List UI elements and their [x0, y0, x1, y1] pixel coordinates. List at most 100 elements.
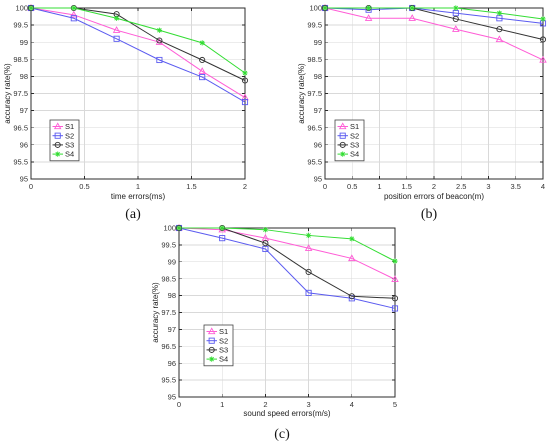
x-tick-label: 3 — [486, 182, 490, 191]
legend-marker — [208, 346, 215, 353]
data-point — [262, 245, 269, 253]
series-line — [324, 7, 544, 24]
data-point — [304, 244, 313, 251]
legend-marker — [340, 151, 346, 157]
panel-label: (c) — [274, 427, 290, 442]
y-tick-label: 99 — [168, 257, 176, 266]
data-point — [496, 26, 503, 33]
data-point — [156, 56, 163, 64]
data-point — [71, 5, 77, 11]
data-point — [364, 14, 373, 21]
x-tick-label: 2 — [243, 182, 247, 191]
legend-label: S4 — [65, 150, 74, 159]
legend-marker — [207, 327, 216, 335]
x-tick-label: 4 — [541, 182, 545, 191]
y-axis-title: accuracy rate(%) — [151, 282, 160, 343]
data-point — [348, 293, 355, 300]
legend-label: S3 — [350, 141, 359, 150]
data-point — [408, 14, 416, 21]
data-point — [540, 16, 546, 22]
y-tick-label: 96.5 — [13, 123, 28, 132]
y-tick-label: 96 — [314, 140, 322, 149]
data-point — [199, 56, 206, 64]
data-point — [156, 27, 162, 33]
data-point — [349, 236, 355, 242]
series-s4 — [176, 225, 398, 264]
legend-marker — [54, 132, 61, 139]
series-line — [30, 7, 246, 99]
data-point — [241, 77, 249, 84]
y-tick-label: 98.5 — [13, 55, 28, 64]
data-point — [453, 5, 459, 11]
y-tick-label: 100 — [309, 4, 322, 13]
data-point — [242, 70, 248, 76]
data-point — [452, 15, 459, 22]
legend-label: S1 — [219, 327, 228, 336]
legend-label: S3 — [219, 346, 228, 355]
y-axis-title: accuracy rate(%) — [3, 63, 12, 124]
series-line — [178, 227, 396, 280]
series-line — [31, 7, 246, 74]
y-tick-label: 99.5 — [307, 21, 322, 30]
y-axis-title: accuracy rate(%) — [297, 63, 306, 124]
data-point — [70, 15, 77, 22]
data-point — [176, 225, 182, 231]
data-point — [452, 25, 460, 32]
x-tick-label: 0.5 — [347, 182, 357, 191]
data-point — [391, 305, 399, 312]
x-tick-label: 0 — [177, 400, 181, 409]
y-tick-label: 95.5 — [307, 158, 322, 167]
data-point — [495, 35, 504, 43]
data-point — [241, 98, 249, 106]
legend-label: S2 — [219, 336, 228, 345]
x-tick-label: 4 — [350, 400, 354, 409]
data-point — [199, 74, 206, 81]
x-tick-label: 1 — [377, 182, 381, 191]
y-tick-label: 99.5 — [13, 21, 28, 30]
legend-marker — [54, 141, 61, 148]
data-point — [198, 67, 206, 74]
y-tick-label: 98.5 — [307, 55, 322, 64]
chart-panel-3: 0 1 2 3 4 5 95 95.5 96 96.5 97 97.5 98 98.5 99 99.5 100 s… — [151, 224, 399, 442]
x-tick-label: 5 — [393, 400, 397, 409]
legend-marker — [339, 141, 346, 148]
y-tick-label: 98.5 — [161, 274, 176, 283]
legend-label: S2 — [65, 131, 74, 140]
x-tick-label: 1.5 — [186, 182, 196, 191]
data-point — [156, 37, 163, 44]
y-tick-label: 100 — [163, 224, 176, 233]
legend-label: S4 — [219, 355, 228, 364]
x-tick-label: 3 — [307, 400, 311, 409]
legend-label: S1 — [65, 122, 74, 131]
y-tick-label: 97.5 — [161, 308, 176, 317]
series-line — [30, 7, 246, 103]
data-point — [262, 227, 268, 233]
data-point — [391, 295, 399, 302]
data-point — [392, 258, 398, 264]
y-tick-label: 95 — [168, 393, 176, 402]
series-line — [178, 227, 396, 309]
y-tick-label: 97.5 — [307, 89, 322, 98]
y-tick-label: 99.5 — [161, 241, 176, 250]
y-tick-label: 98 — [168, 291, 176, 300]
data-point — [366, 5, 372, 11]
x-axis-title: sound speed errors(m/s) — [243, 409, 330, 418]
x-tick-label: 2 — [263, 400, 267, 409]
data-point — [219, 235, 226, 242]
legend-label: S3 — [65, 141, 74, 150]
legend-marker — [53, 122, 62, 130]
x-tick-label: 1.5 — [402, 182, 412, 191]
y-tick-label: 96 — [20, 140, 28, 149]
x-tick-label: 3.5 — [511, 182, 521, 191]
chart-panel-1: 0 0.5 1 1.5 2 95 95.5 96 96.5 97 97.5 98 98.5 99 99.5 1… — [3, 4, 249, 222]
data-point — [262, 240, 269, 247]
legend-label: S4 — [350, 150, 359, 159]
y-tick-label: 97 — [314, 106, 322, 115]
data-point — [539, 36, 547, 43]
x-axis-title: time errors(ms) — [111, 192, 166, 201]
data-point — [305, 268, 312, 275]
x-tick-label: 1 — [220, 400, 224, 409]
